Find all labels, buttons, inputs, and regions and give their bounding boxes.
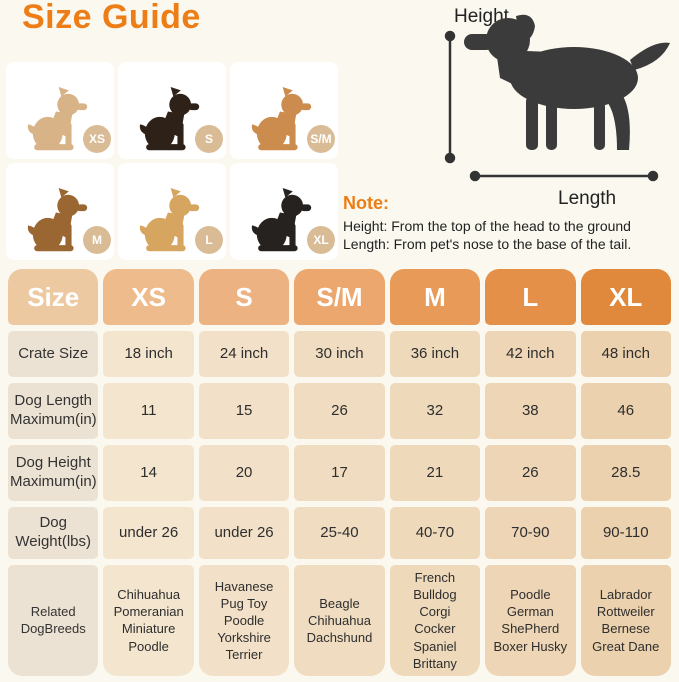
dog-tile-sm: S/M xyxy=(230,62,338,159)
table-cell: 48 inch xyxy=(580,331,671,377)
table-cell: 28.5 xyxy=(580,445,671,501)
table-cell: 17 xyxy=(294,445,385,501)
row-label-dog-weight: Dog Weight(lbs) xyxy=(8,507,99,559)
table-cell: French Bulldog Corgi Cocker Spaniel Brit… xyxy=(389,565,481,676)
note-heading: Note: xyxy=(343,193,389,213)
size-badge-s: S xyxy=(195,125,223,153)
table-cell: Beagle Chihuahua Dachshund xyxy=(294,565,385,676)
length-measure-line xyxy=(469,170,659,182)
table-cell: under 26 xyxy=(198,507,290,559)
col-header-s: S xyxy=(198,269,290,325)
table-cell: 20 xyxy=(198,445,290,501)
table-cell: 15 xyxy=(198,383,290,439)
table-cell: 11 xyxy=(103,383,194,439)
row-label-crate-size: Crate Size xyxy=(8,331,99,377)
dog-tile-m: M xyxy=(6,163,114,260)
table-cell: Labrador Rottweiler Bernese Great Dane xyxy=(580,565,671,676)
length-label: Length xyxy=(558,188,616,209)
dog-tile-xs: XS xyxy=(6,62,114,159)
measurement-diagram: Height Length xyxy=(444,6,670,209)
dog-xs-icon xyxy=(27,87,88,151)
page-title: Size Guide xyxy=(22,0,201,36)
table-cell: 42 inch xyxy=(485,331,576,377)
note-line-length: Length: From pet's nose to the base of t… xyxy=(343,236,632,253)
col-header-xs: XS xyxy=(103,269,194,325)
table-cell: 26 xyxy=(485,445,576,501)
table-cell: 70-90 xyxy=(485,507,576,559)
size-badge-l: L xyxy=(195,226,223,254)
table-cell: 40-70 xyxy=(389,507,481,559)
col-header-m: M xyxy=(389,269,481,325)
table-cell: Havanese Pug Toy Poodle Yorkshire Terrie… xyxy=(198,565,290,676)
table-cell: 26 xyxy=(294,383,385,439)
col-header-size: Size xyxy=(8,269,99,325)
height-measure-line xyxy=(444,30,456,164)
row-label-dog-length: Dog Length Maximum(in) xyxy=(8,383,99,439)
row-label-related-breeds: Related DogBreeds xyxy=(8,565,99,676)
table-cell: 90-110 xyxy=(580,507,671,559)
dog-tile-s: S xyxy=(118,62,226,159)
table-cell: Poodle German ShePherd Boxer Husky xyxy=(485,565,576,676)
size-badge-xl: XL xyxy=(307,226,335,254)
col-header-xl: XL xyxy=(580,269,671,325)
note-block: Note: Height: From the top of the head t… xyxy=(343,193,677,253)
dog-silhouette-icon xyxy=(464,14,670,150)
dog-s-icon xyxy=(139,87,200,151)
table-cell: 30 inch xyxy=(294,331,385,377)
table-cell: under 26 xyxy=(103,507,194,559)
dog-sm-icon xyxy=(251,87,312,151)
dog-tile-l: L xyxy=(118,163,226,260)
table-cell: 14 xyxy=(103,445,194,501)
table-cell: 46 xyxy=(580,383,671,439)
row-label-dog-height: Dog Height Maximum(in) xyxy=(8,445,99,501)
dog-tile-xl: XL xyxy=(230,163,338,260)
table-cell: Chihuahua Pomeranian Miniature Poodle xyxy=(103,565,194,676)
table-cell: 18 inch xyxy=(103,331,194,377)
dog-xl-icon xyxy=(251,188,312,252)
note-line-height: Height: From the top of the head to the … xyxy=(343,218,631,234)
table-cell: 36 inch xyxy=(389,331,481,377)
table-cell: 24 inch xyxy=(198,331,290,377)
table-cell: 21 xyxy=(389,445,481,501)
size-badge-sm: S/M xyxy=(307,125,335,153)
table-cell: 32 xyxy=(389,383,481,439)
table-cell: 38 xyxy=(485,383,576,439)
dog-m-icon xyxy=(27,188,88,252)
table-cell: 25-40 xyxy=(294,507,385,559)
size-badge-xs: XS xyxy=(83,125,111,153)
size-table: Size XS S S/M M L XL Crate Size 18 inch … xyxy=(3,263,676,682)
col-header-sm: S/M xyxy=(294,269,385,325)
dog-l-icon xyxy=(139,188,200,252)
size-badge-m: M xyxy=(83,226,111,254)
dog-photos-grid: XS S S/M xyxy=(6,62,338,260)
col-header-l: L xyxy=(485,269,576,325)
